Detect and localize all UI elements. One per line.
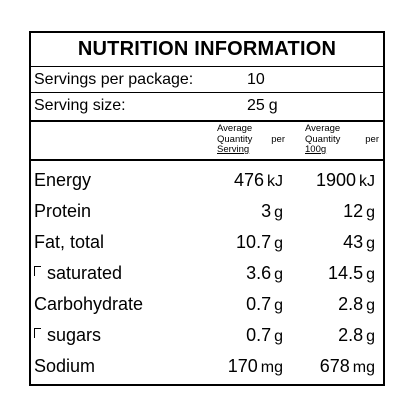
per-100g-value: 12 g <box>343 201 375 221</box>
nutrient-name-text: Fat, total <box>34 232 105 252</box>
divider <box>31 120 383 122</box>
divider <box>31 92 383 93</box>
sub-item-marker <box>34 266 41 276</box>
per-100g-value: 43 g <box>343 232 375 252</box>
per-serving-value: 0.7 g <box>246 325 283 345</box>
per-serving-value: 170 mg <box>227 356 283 376</box>
nutrient-name: saturated <box>34 263 122 284</box>
sub-item-marker <box>34 328 41 338</box>
nutrient-name: Protein <box>34 201 91 222</box>
panel-title: NUTRITION INFORMATION <box>77 38 337 60</box>
servings-label: Servings per package: <box>34 71 194 88</box>
nutrient-name-text: sugars <box>47 325 102 345</box>
per-serving-value: 10.7 g <box>236 232 283 252</box>
per-100g-value: 2.8 g <box>338 294 375 314</box>
column-header-per-serving: Average Quantity per Serving <box>217 123 285 155</box>
nutrient-name: sugars <box>34 325 101 346</box>
serving-size-value: 25 g <box>247 97 278 114</box>
per-100g-value: 2.8 g <box>338 325 375 345</box>
divider <box>31 66 383 67</box>
nutrition-panel: NUTRITION INFORMATION Servings per packa… <box>29 31 385 386</box>
nutrient-name: Carbohydrate <box>34 294 143 315</box>
per-100g-value: 14.5 g <box>328 263 375 283</box>
divider <box>31 159 383 161</box>
column-header-per-100g: Average Quantity per 100g <box>305 123 379 155</box>
nutrient-name: Sodium <box>34 356 95 377</box>
servings-value: 10 <box>247 71 265 88</box>
nutrient-name: Energy <box>34 170 91 191</box>
nutrient-name-text: Carbohydrate <box>34 294 144 314</box>
nutrient-name-text: Protein <box>34 201 92 221</box>
per-100g-value: 1900 kJ <box>315 170 375 190</box>
nutrient-name-text: Energy <box>34 170 92 190</box>
serving-size-label: Serving size: <box>34 97 126 114</box>
per-100g-value: 678 mg <box>319 356 375 376</box>
nutrient-name: Fat, total <box>34 232 104 253</box>
per-serving-value: 0.7 g <box>246 294 283 314</box>
per-serving-value: 476 kJ <box>233 170 283 190</box>
nutrient-name-text: saturated <box>47 263 123 283</box>
nutrient-name-text: Sodium <box>34 356 96 376</box>
per-serving-value: 3.6 g <box>246 263 283 283</box>
